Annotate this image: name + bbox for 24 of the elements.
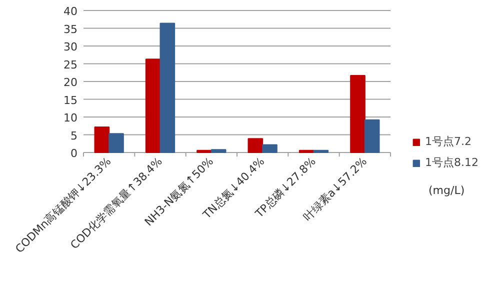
bar — [145, 58, 161, 153]
y-tick-label: 15 — [64, 94, 78, 107]
bar — [248, 138, 264, 153]
bar — [108, 133, 124, 153]
y-tick-label: 5 — [70, 129, 78, 142]
legend-label: 1号点8.12 — [425, 155, 478, 170]
bar — [350, 74, 366, 153]
bar — [313, 150, 329, 153]
bar — [298, 150, 314, 153]
y-tick-label: 10 — [64, 112, 78, 124]
y-tick-label: 35 — [64, 22, 78, 36]
bar — [196, 150, 212, 153]
bar — [210, 149, 226, 153]
bar — [94, 126, 110, 153]
y-tick-label: 0 — [70, 147, 78, 160]
bar — [262, 144, 278, 153]
y-tick-label: 30 — [64, 40, 78, 54]
bar — [160, 22, 176, 153]
text: (mg/L) — [428, 184, 465, 197]
legend-label: 1号点7.2 — [425, 134, 472, 149]
bar — [364, 119, 380, 153]
y-tick-label: 20 — [64, 76, 78, 89]
y-tick-label: 25 — [64, 58, 78, 72]
y-tick-label: 40 — [64, 5, 78, 18]
